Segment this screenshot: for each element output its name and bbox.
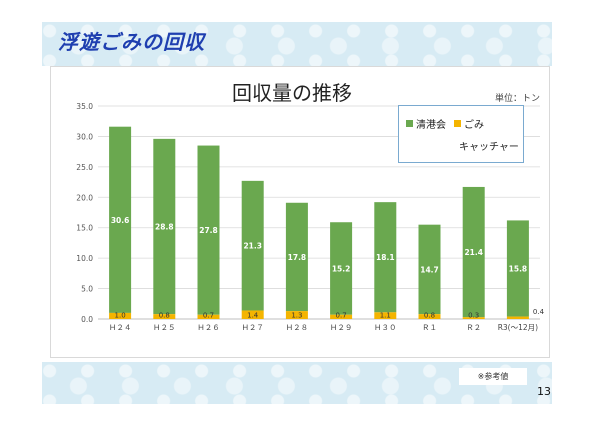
y-tick-label: 5.0 xyxy=(81,285,93,294)
legend-label-gomi: ごみ xyxy=(464,120,484,131)
data-label-seikoukai: 21.3 xyxy=(243,242,262,251)
bar-seikoukai xyxy=(197,145,220,315)
x-tick-label: Ｈ２４ xyxy=(109,323,132,332)
bar-gomi-catcher xyxy=(506,316,529,319)
data-label-gomi-catcher: 0.8 xyxy=(159,312,170,320)
bar-gomi-catcher xyxy=(241,310,264,319)
bar-gomi-catcher xyxy=(109,312,132,319)
bar-gomi-catcher xyxy=(462,317,485,319)
bar-seikoukai xyxy=(241,180,264,311)
chart-legend: 清港会 ごみ キャッチャー xyxy=(398,105,524,163)
data-label-gomi-catcher: 0.3 xyxy=(468,312,479,320)
y-tick-label: 10.0 xyxy=(76,254,93,263)
y-tick-label: 35.0 xyxy=(76,102,93,111)
data-label-gomi-catcher: 0.7 xyxy=(203,312,214,320)
unit-label: 単位：トン xyxy=(495,94,541,104)
x-tick-label: Ｈ２７ xyxy=(241,323,264,332)
x-tick-label: Ｒ２ xyxy=(466,323,481,332)
bar-gomi-catcher xyxy=(418,314,441,319)
y-tick-label: 15.0 xyxy=(76,224,93,233)
data-label-gomi-catcher: 0.7 xyxy=(336,312,347,320)
data-label-gomi-catcher: 1.3 xyxy=(291,312,302,320)
bar-seikoukai xyxy=(109,126,132,313)
data-label-seikoukai: 15.8 xyxy=(509,264,528,273)
legend-swatch-gomi-catcher xyxy=(454,120,461,127)
x-tick-label: Ｈ３０ xyxy=(374,323,397,332)
y-tick-label: 0.0 xyxy=(81,315,93,324)
legend-row: 清港会 ごみ xyxy=(406,116,484,131)
data-label-seikoukai: 18.1 xyxy=(376,253,395,262)
data-label-seikoukai: 17.8 xyxy=(288,253,307,262)
x-tick-label: Ｒ１ xyxy=(422,323,437,332)
data-label-seikoukai: 15.2 xyxy=(332,264,351,273)
data-label-gomi-catcher: 1.4 xyxy=(247,312,259,320)
x-tick-label: R3(〜12月) xyxy=(498,323,538,332)
x-tick-label: Ｈ２６ xyxy=(197,323,220,332)
bar-gomi-catcher xyxy=(197,314,220,319)
header-band xyxy=(42,22,552,66)
x-tick-label: Ｈ２９ xyxy=(330,323,353,332)
data-label-seikoukai: 21.4 xyxy=(464,248,483,257)
bar-seikoukai xyxy=(330,222,353,315)
data-label-gomi-catcher: 0.4 xyxy=(533,308,545,316)
bar-seikoukai xyxy=(153,138,176,315)
reference-note: ※参考値 xyxy=(459,368,527,385)
y-tick-label: 20.0 xyxy=(76,193,93,202)
data-label-seikoukai: 14.7 xyxy=(420,265,439,274)
bar-gomi-catcher xyxy=(330,314,353,319)
bar-gomi-catcher xyxy=(153,314,176,319)
y-tick-label: 30.0 xyxy=(76,132,93,141)
data-label-gomi-catcher: 1.1 xyxy=(380,312,391,320)
legend-label-catcher: キャッチャー xyxy=(459,142,519,153)
chart-title: 回収量の推移 xyxy=(232,81,352,105)
data-label-seikoukai: 30.6 xyxy=(111,216,130,225)
bar-seikoukai xyxy=(285,202,308,312)
bar-gomi-catcher xyxy=(285,311,308,319)
legend-label-seikoukai: 清港会 xyxy=(416,120,446,131)
bar-seikoukai xyxy=(506,220,529,317)
data-label-gomi-catcher: 0.8 xyxy=(424,312,435,320)
x-tick-label: Ｈ２８ xyxy=(286,323,309,332)
data-label-gomi-catcher: 1.0 xyxy=(115,312,126,320)
bar-gomi-catcher xyxy=(374,312,397,319)
slide-title: 浮遊ごみの回収 xyxy=(58,30,205,54)
y-tick-label: 25.0 xyxy=(76,163,93,172)
page-number: 13 xyxy=(537,385,551,398)
data-label-seikoukai: 27.8 xyxy=(199,226,218,235)
x-tick-label: Ｈ２５ xyxy=(153,323,176,332)
bar-seikoukai xyxy=(418,224,441,315)
bar-seikoukai xyxy=(374,202,397,313)
bar-seikoukai xyxy=(462,186,485,318)
data-label-seikoukai: 28.8 xyxy=(155,222,174,231)
legend-swatch-seikoukai xyxy=(406,120,413,127)
